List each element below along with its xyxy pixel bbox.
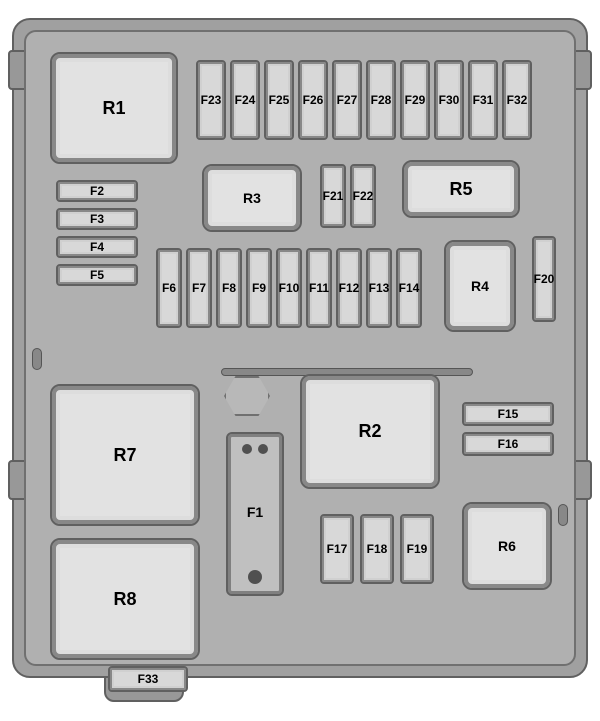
fuse-F28-label: F28 <box>371 93 392 107</box>
fuse-F32: F32 <box>502 60 532 140</box>
fuse-F7: F7 <box>186 248 212 328</box>
relay-R8-label: R8 <box>113 589 136 610</box>
relay-R4-label: R4 <box>471 278 489 294</box>
fuse-F15: F15 <box>462 402 554 426</box>
fuse-F22: F22 <box>350 164 376 228</box>
relay-R1-label: R1 <box>102 98 125 119</box>
fuse-F33: F33 <box>108 666 188 692</box>
fuse-F24: F24 <box>230 60 260 140</box>
relay-R4: R4 <box>444 240 516 332</box>
fuse-F25-label: F25 <box>269 93 290 107</box>
fuse-F5: F5 <box>56 264 138 286</box>
fuse-F5-label: F5 <box>90 268 104 282</box>
fuse-F29-label: F29 <box>405 93 426 107</box>
fuse-F17-label: F17 <box>327 542 348 556</box>
fuse-F3: F3 <box>56 208 138 230</box>
relay-R5: R5 <box>402 160 520 218</box>
fuse-F26-label: F26 <box>303 93 324 107</box>
fuse-F24-label: F24 <box>235 93 256 107</box>
hex-socket <box>224 376 270 416</box>
relay-R5-label: R5 <box>449 179 472 200</box>
relay-R2-label: R2 <box>358 421 381 442</box>
fuse-F4: F4 <box>56 236 138 258</box>
fuse-F10-label: F10 <box>279 281 300 295</box>
fuse-box-diagram: R1 R2 R3 R4 R5 R6 R7 R8 F23 F24 F25 F26 F27 F28 F29 F3… <box>0 0 600 721</box>
fuse-F17: F17 <box>320 514 354 584</box>
relay-R1: R1 <box>50 52 178 164</box>
fuse-F8: F8 <box>216 248 242 328</box>
fuse-F30-label: F30 <box>439 93 460 107</box>
fuse-F9: F9 <box>246 248 272 328</box>
fuse-F15-label: F15 <box>498 407 519 421</box>
fuse-F23-label: F23 <box>201 93 222 107</box>
fuse-F19-label: F19 <box>407 542 428 556</box>
fuse-F4-label: F4 <box>90 240 104 254</box>
fuse-F33-label: F33 <box>138 672 159 686</box>
fuse-F32-label: F32 <box>507 93 528 107</box>
relay-R7: R7 <box>50 384 200 526</box>
fuse-F27: F27 <box>332 60 362 140</box>
fuse-F13: F13 <box>366 248 392 328</box>
fuse-F3-label: F3 <box>90 212 104 226</box>
fuse-F21-label: F21 <box>323 189 344 203</box>
fuse-F11-label: F11 <box>309 281 329 295</box>
fuse-F2-label: F2 <box>90 184 104 198</box>
fuse-F18: F18 <box>360 514 394 584</box>
fuse-F1-label: F1 <box>247 504 263 520</box>
fuse-F16-label: F16 <box>498 437 519 451</box>
slot <box>558 504 568 526</box>
fuse-F21: F21 <box>320 164 346 228</box>
fuse-F2: F2 <box>56 180 138 202</box>
fuse-F30: F30 <box>434 60 464 140</box>
relay-R7-label: R7 <box>113 445 136 466</box>
panel-inner: R1 R2 R3 R4 R5 R6 R7 R8 F23 F24 F25 F26 F27 F28 F29 F3… <box>24 30 576 666</box>
fuse-F14-label: F14 <box>399 281 420 295</box>
fuse-F26: F26 <box>298 60 328 140</box>
fuse-F16: F16 <box>462 432 554 456</box>
relay-R6-label: R6 <box>498 538 516 554</box>
fuse-F31-label: F31 <box>473 93 494 107</box>
fuse-F9-label: F9 <box>252 281 266 295</box>
fuse-F31: F31 <box>468 60 498 140</box>
fuse-F7-label: F7 <box>192 281 206 295</box>
fuse-F25: F25 <box>264 60 294 140</box>
fuse-F13-label: F13 <box>369 281 390 295</box>
slot <box>32 348 42 370</box>
relay-R2: R2 <box>300 374 440 489</box>
fuse-F27-label: F27 <box>337 93 358 107</box>
relay-R8: R8 <box>50 538 200 660</box>
relay-R3: R3 <box>202 164 302 232</box>
relay-R3-label: R3 <box>243 190 261 206</box>
mount-tab <box>574 460 592 500</box>
relay-R6: R6 <box>462 502 552 590</box>
mount-tab <box>574 50 592 90</box>
fuse-F19: F19 <box>400 514 434 584</box>
fuse-F1: F1 <box>226 432 284 596</box>
fuse-F6: F6 <box>156 248 182 328</box>
fuse-F18-label: F18 <box>367 542 388 556</box>
fuse-F12-label: F12 <box>339 281 360 295</box>
fuse-F23: F23 <box>196 60 226 140</box>
fuse-F11: F11 <box>306 248 332 328</box>
fuse-F28: F28 <box>366 60 396 140</box>
fuse-F8-label: F8 <box>222 281 236 295</box>
fuse-F20-label: F20 <box>534 272 555 286</box>
fuse-F6-label: F6 <box>162 281 176 295</box>
fuse-F29: F29 <box>400 60 430 140</box>
fuse-F10: F10 <box>276 248 302 328</box>
fuse-F12: F12 <box>336 248 362 328</box>
panel-outer: R1 R2 R3 R4 R5 R6 R7 R8 F23 F24 F25 F26 F27 F28 F29 F3… <box>12 18 588 678</box>
fuse-F22-label: F22 <box>353 189 374 203</box>
fuse-F14: F14 <box>396 248 422 328</box>
fuse-F20: F20 <box>532 236 556 322</box>
